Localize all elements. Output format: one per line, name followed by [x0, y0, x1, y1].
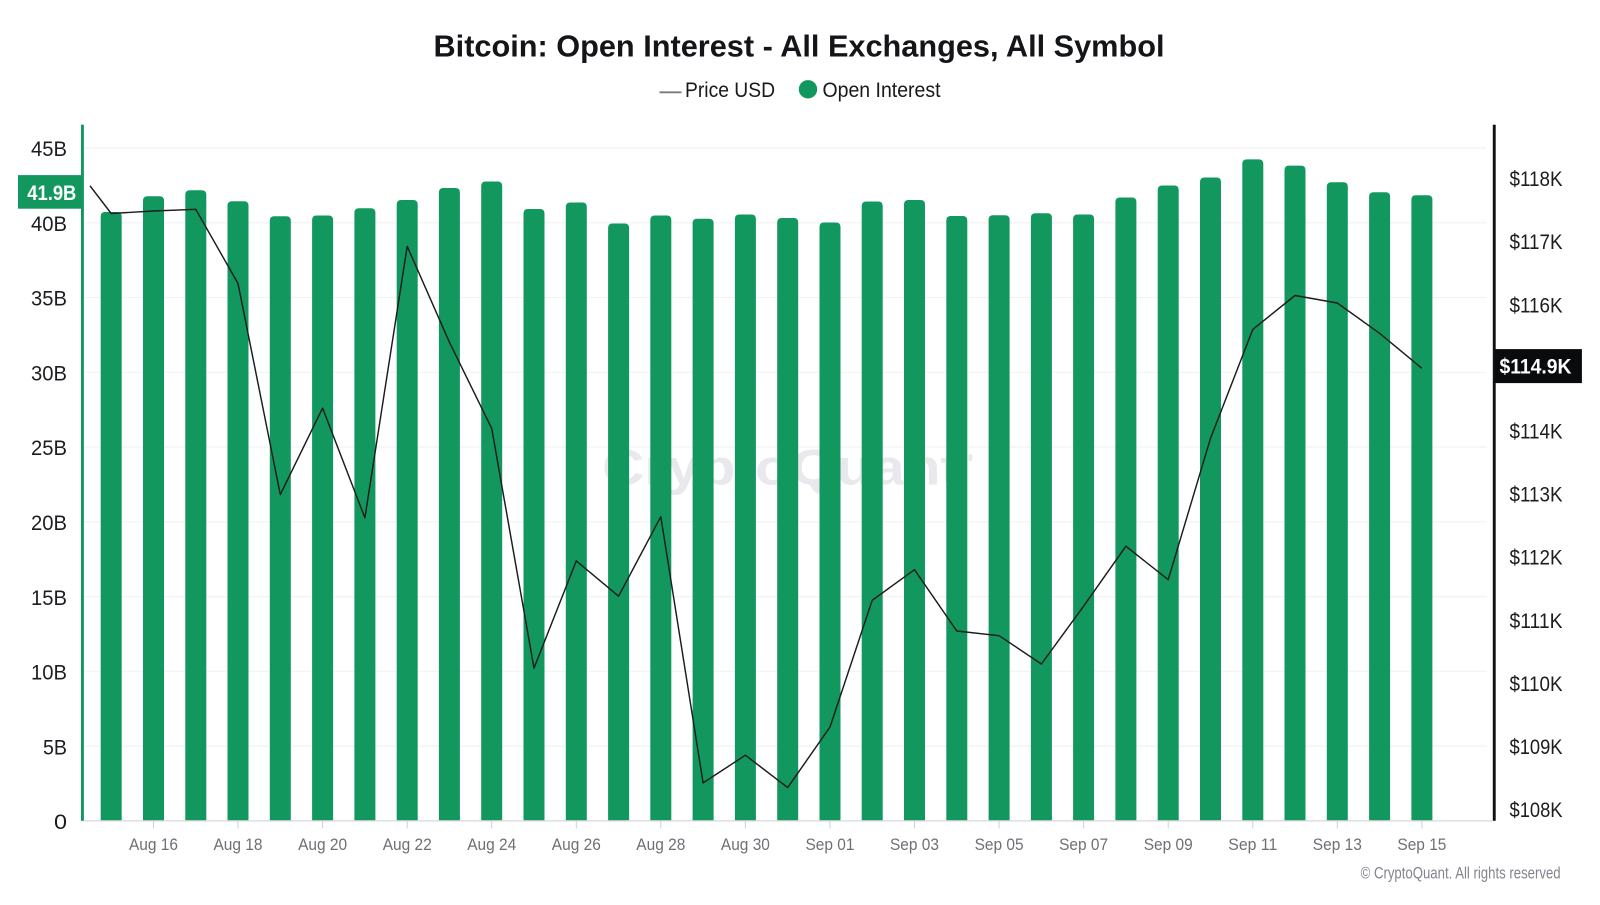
svg-text:$110K: $110K	[1510, 672, 1564, 696]
svg-text:Sep 13: Sep 13	[1313, 835, 1362, 854]
svg-text:30B: 30B	[31, 362, 67, 386]
svg-text:Aug 26: Aug 26	[552, 835, 601, 854]
svg-text:$117K: $117K	[1510, 230, 1564, 254]
svg-text:Price USD: Price USD	[685, 79, 775, 102]
svg-text:Aug 20: Aug 20	[298, 835, 347, 854]
svg-text:15B: 15B	[31, 586, 67, 610]
svg-text:$113K: $113K	[1510, 483, 1564, 507]
svg-text:Open Interest: Open Interest	[823, 79, 941, 102]
svg-text:41.9B: 41.9B	[27, 181, 76, 205]
svg-text:35B: 35B	[31, 287, 67, 311]
svg-text:$112K: $112K	[1510, 546, 1564, 570]
svg-text:10B: 10B	[31, 661, 67, 685]
svg-text:20B: 20B	[31, 511, 67, 535]
svg-text:25B: 25B	[31, 436, 67, 460]
svg-text:Aug 18: Aug 18	[214, 835, 263, 854]
svg-text:Aug 24: Aug 24	[467, 835, 516, 854]
svg-text:Sep 09: Sep 09	[1144, 835, 1193, 854]
svg-text:$116K: $116K	[1510, 293, 1564, 317]
svg-text:Sep 15: Sep 15	[1397, 835, 1446, 854]
svg-text:5B: 5B	[43, 735, 67, 759]
svg-text:$109K: $109K	[1510, 735, 1564, 759]
svg-text:$114K: $114K	[1510, 420, 1564, 444]
svg-text:40B: 40B	[31, 212, 67, 236]
svg-text:0: 0	[54, 810, 67, 834]
svg-text:Sep 07: Sep 07	[1059, 835, 1108, 854]
svg-text:$111K: $111K	[1510, 609, 1564, 633]
svg-text:Aug 30: Aug 30	[721, 835, 770, 854]
svg-text:Sep 05: Sep 05	[975, 835, 1024, 854]
svg-text:Sep 01: Sep 01	[806, 835, 855, 854]
svg-text:$118K: $118K	[1510, 167, 1564, 191]
svg-text:Aug 28: Aug 28	[636, 835, 685, 854]
svg-text:Aug 22: Aug 22	[383, 835, 432, 854]
svg-text:$108K: $108K	[1510, 798, 1564, 822]
svg-text:© CryptoQuant. All rights rese: © CryptoQuant. All rights reserved	[1361, 864, 1561, 882]
svg-text:Aug 16: Aug 16	[129, 835, 178, 854]
svg-text:45B: 45B	[31, 137, 67, 161]
svg-text:Sep 11: Sep 11	[1228, 835, 1277, 854]
svg-text:Bitcoin: Open Interest - All E: Bitcoin: Open Interest - All Exchanges, …	[434, 29, 1165, 63]
svg-text:Sep 03: Sep 03	[890, 835, 939, 854]
svg-text:$114.9K: $114.9K	[1500, 355, 1572, 379]
